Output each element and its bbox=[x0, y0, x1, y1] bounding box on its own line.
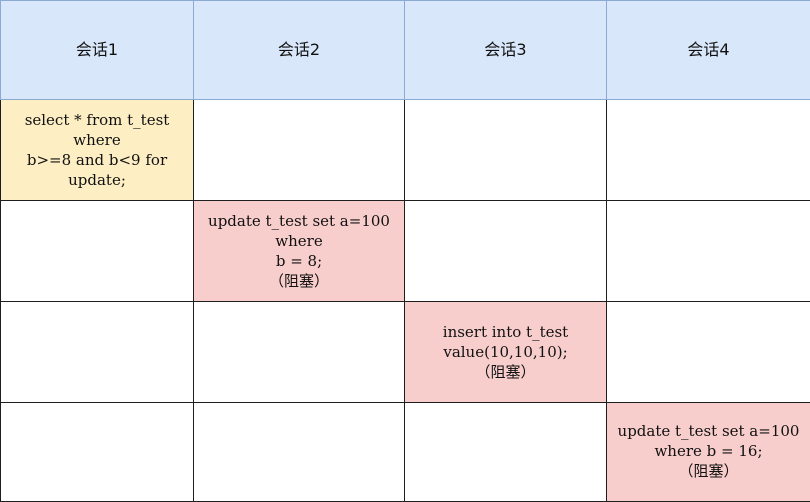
step-row-3: insert into t_test value(10,10,10); （阻塞） bbox=[1, 302, 810, 403]
header-row: 会话1 会话2 会话3 会话4 bbox=[1, 1, 810, 100]
step-3-blocked-note: （阻塞） bbox=[409, 362, 602, 382]
step-1-line-1: select * from t_test where bbox=[5, 110, 189, 150]
step-2-cell: update t_test set a=100 where b = 8; （阻塞… bbox=[194, 201, 405, 302]
empty-cell bbox=[194, 302, 405, 403]
empty-cell bbox=[607, 100, 810, 201]
session-4-header: 会话4 bbox=[607, 1, 810, 100]
step-2-line-1: update t_test set a=100 where bbox=[198, 211, 400, 251]
step-3-line-2: value(10,10,10); bbox=[409, 342, 602, 362]
empty-cell bbox=[607, 201, 810, 302]
empty-cell bbox=[405, 100, 607, 201]
empty-cell bbox=[1, 302, 194, 403]
step-row-4: update t_test set a=100 where b = 16; （阻… bbox=[1, 403, 810, 502]
step-1-cell: select * from t_test where b>=8 and b<9 … bbox=[1, 100, 194, 201]
step-3-line-1: insert into t_test bbox=[409, 322, 602, 342]
empty-cell bbox=[194, 100, 405, 201]
empty-cell bbox=[405, 403, 607, 502]
session-1-header: 会话1 bbox=[1, 1, 194, 100]
empty-cell bbox=[405, 201, 607, 302]
step-3-cell: insert into t_test value(10,10,10); （阻塞） bbox=[405, 302, 607, 403]
session-3-header: 会话3 bbox=[405, 1, 607, 100]
step-2-line-2: b = 8; bbox=[198, 251, 400, 271]
step-4-cell: update t_test set a=100 where b = 16; （阻… bbox=[607, 403, 810, 502]
empty-cell bbox=[607, 302, 810, 403]
empty-cell bbox=[194, 403, 405, 502]
step-row-2: update t_test set a=100 where b = 8; （阻塞… bbox=[1, 201, 810, 302]
empty-cell bbox=[1, 403, 194, 502]
step-4-line-1: update t_test set a=100 bbox=[611, 421, 806, 441]
step-row-1: select * from t_test where b>=8 and b<9 … bbox=[1, 100, 810, 201]
step-4-line-2: where b = 16; bbox=[611, 441, 806, 461]
step-2-blocked-note: （阻塞） bbox=[198, 271, 400, 291]
step-4-blocked-note: （阻塞） bbox=[611, 461, 806, 481]
step-1-line-2: b>=8 and b<9 for update; bbox=[5, 150, 189, 190]
empty-cell bbox=[1, 201, 194, 302]
session-2-header: 会话2 bbox=[194, 1, 405, 100]
